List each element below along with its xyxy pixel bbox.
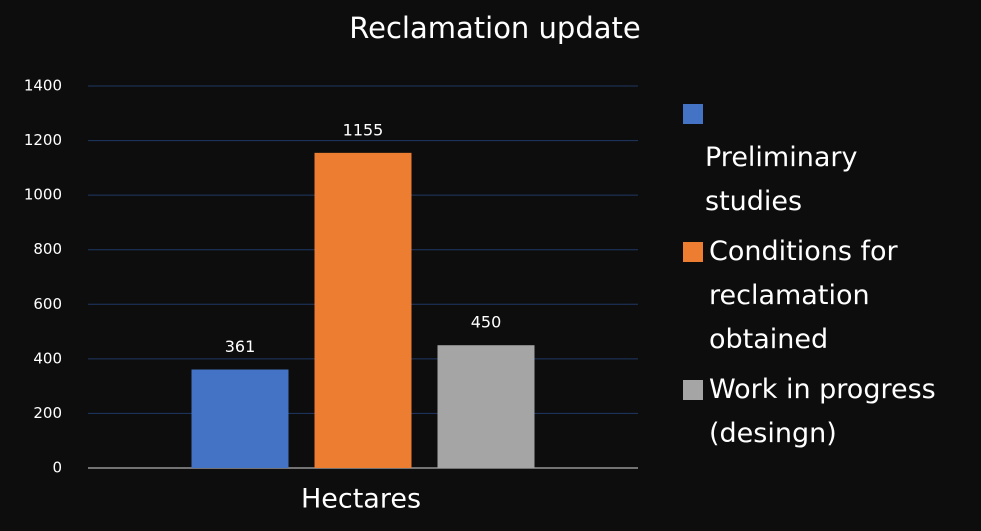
y-tick-label: 0 [52,459,62,477]
legend-swatch [683,242,703,262]
y-tick-label: 1200 [24,131,62,149]
legend-label: Work in progress (desingn) [709,374,936,449]
y-tick-label: 600 [33,295,62,313]
legend-swatch [683,380,703,400]
data-label: 450 [471,313,502,332]
y-tick-label: 200 [33,404,62,422]
y-tick-label: 400 [33,349,62,367]
bar [314,152,412,468]
y-tick-label: 800 [33,240,62,258]
data-label: 1155 [343,120,384,139]
legend-label: Conditions for reclamation obtained [709,236,898,355]
chart-title: Reclamation update [349,11,640,45]
legend-item: Work in progress (desingn) [683,368,978,456]
legend-label: Preliminary studies [705,142,858,217]
x-tick-label: Hectares [301,484,421,515]
legend: Preliminary studies Conditions for reclam… [683,92,978,462]
data-label: 361 [225,337,256,356]
y-tick-label: 1400 [24,77,62,95]
legend-item: Conditions for reclamation obtained [683,230,978,362]
legend-item: Preliminary studies [683,92,978,224]
y-tick-label: 1000 [24,186,62,204]
bar [191,369,289,468]
bar [437,345,535,468]
legend-swatch [683,104,703,124]
